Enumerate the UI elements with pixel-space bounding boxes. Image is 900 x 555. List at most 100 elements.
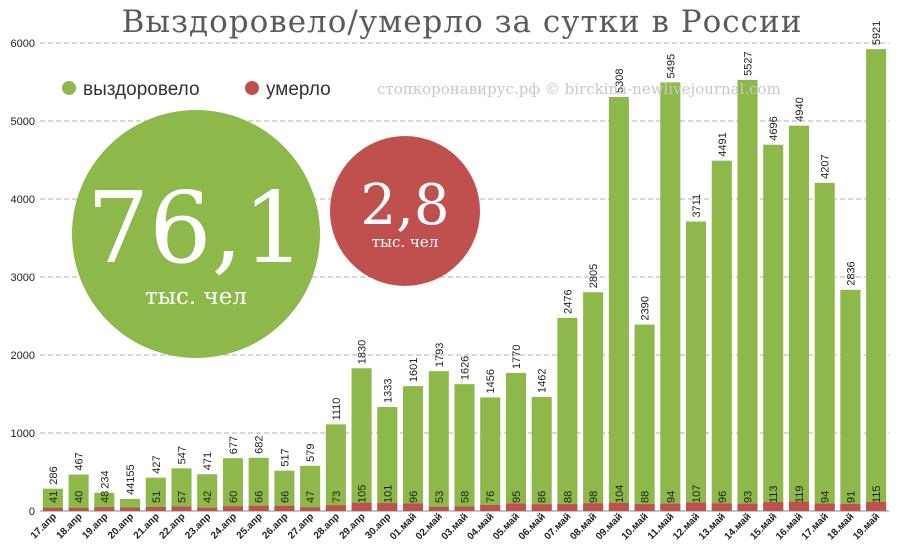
value-label-died: 94: [820, 491, 832, 503]
bar-recovered: [634, 324, 655, 511]
value-label-recovered: 44155: [125, 464, 137, 495]
bar-recovered: [377, 407, 398, 511]
value-label-died: 104: [614, 485, 626, 503]
bar-recovered: [840, 289, 861, 511]
y-tick-label: 2000: [11, 350, 35, 362]
value-label-recovered: 5921: [871, 21, 883, 45]
bar-recovered: [814, 182, 835, 511]
bar-recovered: [866, 49, 887, 512]
bar-died: [686, 502, 707, 511]
recovered-total-circle: [72, 110, 320, 358]
bar-recovered: [531, 396, 552, 511]
bar-recovered: [686, 221, 707, 512]
x-tick-label: 08.май: [568, 511, 599, 542]
x-tick-label: 05.май: [491, 511, 522, 542]
bar-died: [351, 502, 372, 511]
bar-recovered: [171, 468, 192, 511]
x-tick-label: 11.май: [646, 511, 677, 542]
bar-recovered: [480, 397, 501, 511]
x-tick-label: 09.май: [594, 511, 625, 542]
value-label-died: 93: [743, 491, 755, 503]
recovered-total-unit: тыс. чел: [145, 284, 247, 310]
x-tick-label: 30.апр: [363, 511, 393, 541]
bar-died: [531, 504, 552, 511]
died-total-circle: [330, 136, 480, 286]
x-tick-label: 24.апр: [209, 511, 239, 541]
bar-died: [300, 507, 321, 511]
x-tick-label: 07.май: [542, 511, 573, 542]
x-tick-label: 18.апр: [55, 511, 85, 541]
value-labels: 286 41 467 40 234 48 44155 427 51 547 57 471 42 677 60…: [48, 21, 883, 503]
bar-died: [557, 504, 578, 511]
bar-died: [660, 503, 681, 511]
bar-recovered: [557, 317, 578, 511]
value-label-recovered: 471: [202, 452, 214, 470]
bar-recovered: [300, 465, 321, 511]
value-label-recovered: 467: [74, 452, 86, 470]
x-tick-label: 03.май: [440, 511, 471, 542]
value-label-recovered: 5308: [614, 68, 626, 92]
value-label-recovered: 579: [305, 443, 317, 461]
value-label-recovered: 1110: [331, 398, 343, 421]
y-tick-label: 4000: [11, 194, 35, 206]
bar-died: [68, 507, 89, 511]
bar-recovered: [711, 160, 732, 511]
x-tick-label: 29.апр: [338, 511, 368, 541]
value-label-died: 53: [434, 491, 446, 503]
y-axis: 0 1000 2000 3000 4000 5000 6000: [11, 38, 35, 518]
value-label-died: 115: [871, 485, 883, 503]
bar-recovered: [94, 492, 115, 511]
value-label-died: 95: [511, 491, 523, 503]
value-label-recovered: 1793: [434, 343, 446, 367]
bar-died: [42, 507, 63, 511]
value-label-died: 66: [254, 491, 266, 503]
bar-died: [711, 503, 732, 511]
bar-recovered: [325, 424, 346, 511]
value-label-died: 105: [357, 485, 369, 503]
bar-recovered: [660, 82, 681, 511]
value-label-recovered: 2390: [640, 296, 652, 320]
bar-recovered: [763, 144, 784, 511]
value-label-recovered: 234: [99, 470, 111, 488]
x-tick-label: 21.апр: [132, 511, 162, 541]
value-label-died: 86: [537, 491, 549, 503]
bar-died: [248, 505, 269, 511]
bar-died: [94, 507, 115, 511]
legend: выздоровело умерло: [62, 79, 331, 100]
value-label-died: 73: [331, 491, 343, 503]
bar-died: [763, 502, 784, 511]
x-tick-label: 02.май: [414, 511, 445, 542]
bar-died: [428, 506, 449, 511]
bar-died: [222, 506, 243, 511]
bar-died: [480, 505, 501, 511]
value-label-died: 101: [382, 485, 394, 503]
bar-recovered: [608, 96, 629, 511]
bar-recovered: [403, 386, 424, 511]
recovered-total-value: 76,1: [87, 172, 305, 286]
value-label-died: 119: [794, 485, 806, 503]
bar-recovered: [788, 125, 809, 512]
bar-died: [274, 505, 295, 511]
bar-recovered: [737, 79, 758, 512]
value-label-died: 42: [202, 491, 214, 503]
x-axis: 17.апр18.апр19.апр20.апр21.апр22.апр23.а…: [29, 511, 882, 542]
bar-died: [505, 503, 526, 511]
recovered-total-badge: 76,1 тыс. чел: [72, 110, 320, 358]
x-tick-label: 17.май: [800, 511, 831, 542]
bar-died: [840, 503, 861, 511]
bar-died: [120, 507, 141, 511]
value-label-recovered: 5495: [665, 54, 677, 78]
value-label-recovered: 286: [48, 466, 60, 484]
value-label-recovered: 2836: [845, 261, 857, 285]
value-label-recovered: 4696: [768, 116, 780, 140]
x-tick-label: 23.апр: [183, 511, 213, 541]
bar-recovered: [248, 457, 269, 511]
legend-swatch-recovered: [62, 81, 76, 95]
value-label-recovered: 3711: [691, 194, 703, 218]
bar-died: [377, 503, 398, 511]
bar-recovered: [274, 470, 295, 511]
x-tick-label: 27.апр: [286, 511, 316, 541]
value-label-recovered: 427: [151, 455, 163, 473]
value-label-recovered: 4491: [717, 132, 729, 156]
bars: [42, 49, 887, 512]
